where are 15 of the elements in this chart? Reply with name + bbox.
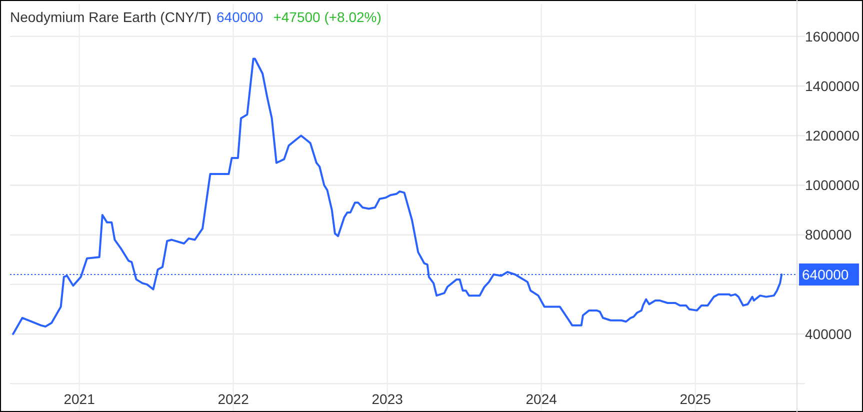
annotation: 640000	[216, 9, 264, 25]
x-tick-label: 2022	[218, 391, 250, 407]
annotation: +47500 (+8.02%)	[273, 9, 382, 25]
y-tick-label: 400000	[805, 326, 852, 342]
y-tick-label: 1600000	[805, 28, 860, 44]
x-tick-label: 2023	[372, 391, 404, 407]
chart-title: Neodymium Rare Earth (CNY/T)	[10, 9, 212, 25]
y-tick-label: 1400000	[805, 78, 860, 94]
x-tick-label: 2024	[526, 391, 558, 407]
ref-line-label: 640000	[802, 266, 849, 282]
x-tick-label: 2021	[64, 391, 96, 407]
x-tick-label: 2025	[680, 391, 712, 407]
y-tick-label: 800000	[805, 226, 852, 243]
y-tick-label: 1200000	[805, 128, 860, 144]
y-tick-label: 1000000	[805, 177, 860, 194]
